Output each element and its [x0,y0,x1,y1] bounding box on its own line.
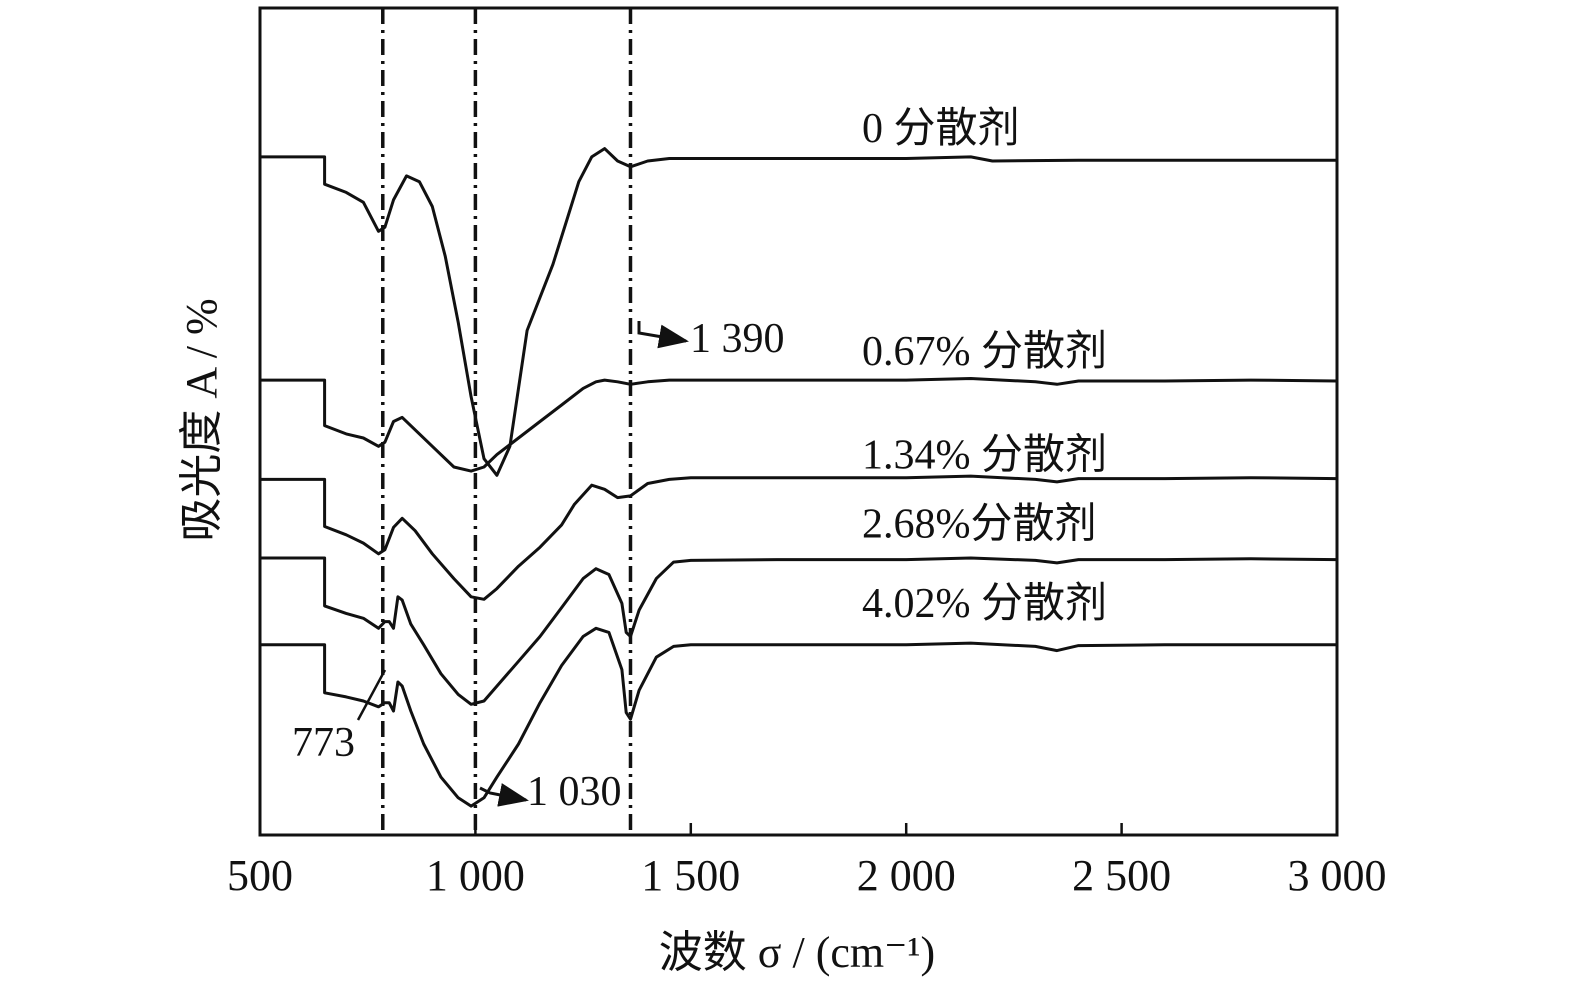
x-tick-label: 500 [227,851,293,900]
annotation-label: 1 030 [527,769,622,815]
series-line [260,377,1338,473]
annotation-label: 773 [292,720,355,766]
series-line [260,556,1338,706]
x-tick-label: 1 500 [641,851,740,900]
series-lines: 0 分散剂 0.67% 分散剂 1.34% 分散剂 2.68%分散剂 4.02% 分散剂 [260,106,1338,808]
annotation-arrow [637,321,689,349]
series-line [260,626,1337,808]
series-label: 4.02% 分散剂 [862,581,1107,627]
x-axis-ticks: 500 1 000 1 500 2 000 2 500 3 000 [227,823,1387,900]
series-label: 0.67% 分散剂 [862,329,1107,375]
annotations: 773 1 030 1 390 [292,316,785,815]
x-tick-label: 2 000 [857,851,956,900]
series-label: 2.68%分散剂 [862,502,1097,548]
annotation-leader [356,669,387,721]
x-tick-label: 3 000 [1288,851,1387,900]
series-label: 0 分散剂 [862,106,1020,152]
series-line [260,147,1337,477]
x-axis-label: 波数 σ / (cm⁻¹) [659,928,935,977]
plot-area [258,6,1339,837]
annotation-arrow [479,783,529,807]
annotation-label: 1 390 [690,316,785,362]
x-tick-label: 2 500 [1072,851,1171,900]
series-line [260,474,1338,601]
series-label: 1.34% 分散剂 [862,433,1107,479]
reference-lines [381,8,633,835]
plot-border [258,6,1339,837]
x-tick-label: 1 000 [426,851,525,900]
y-axis-label: 吸光度 A / % [177,298,226,541]
